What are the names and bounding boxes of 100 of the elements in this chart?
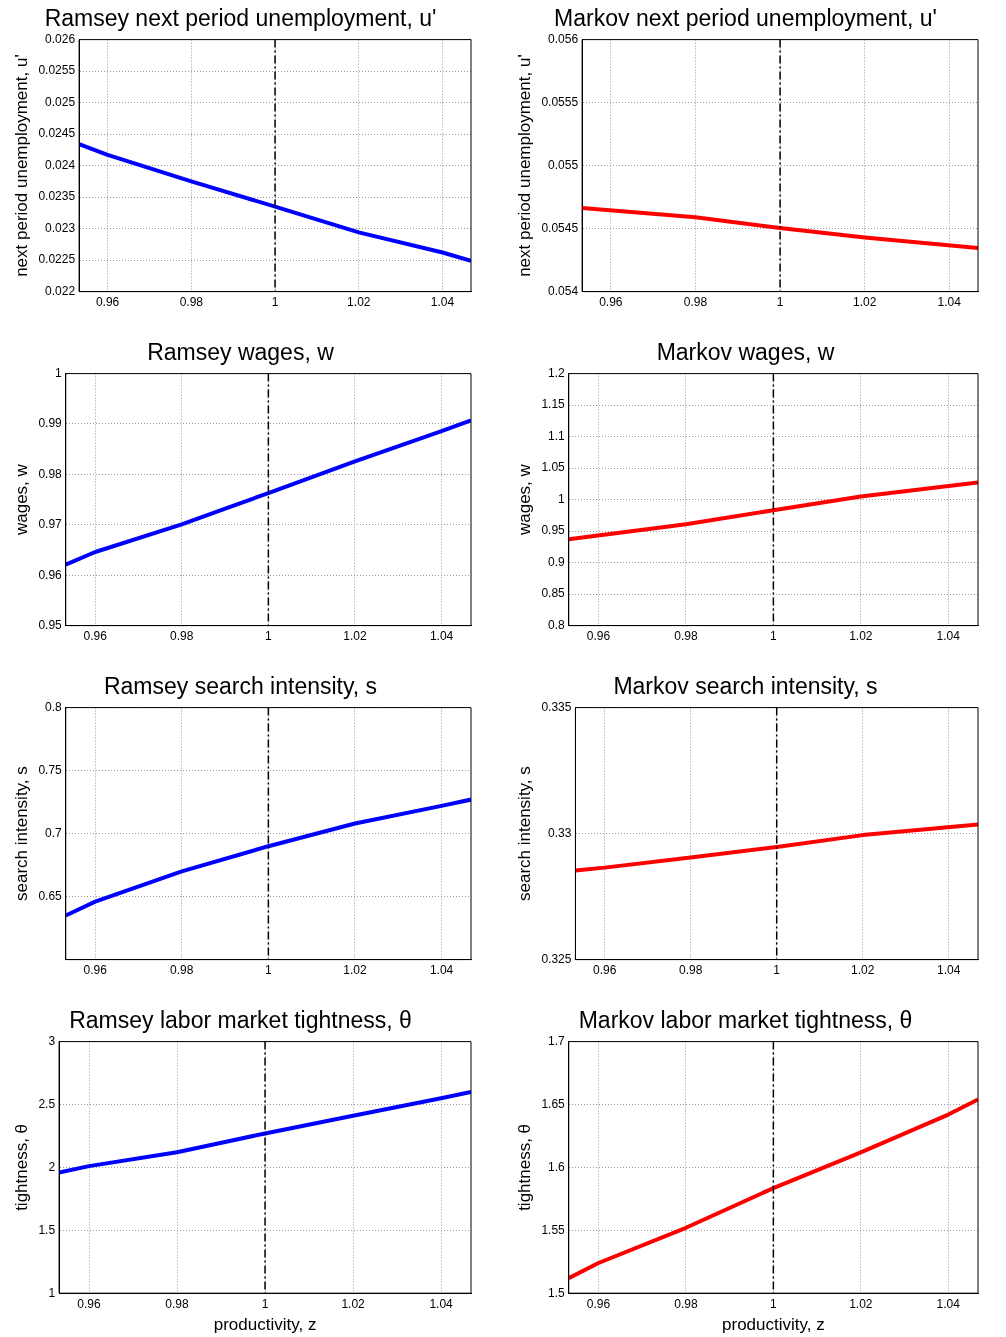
y-tick-label: 0.026	[45, 31, 76, 46]
y-tick-label: 0.325	[541, 951, 572, 966]
x-tick-label: 1	[271, 295, 279, 310]
y-tick-label: 0.7	[45, 825, 63, 840]
y-tick-label: 0.056	[548, 31, 579, 46]
x-tick-label: 0.96	[95, 295, 120, 310]
x-tick-label: 0.98	[170, 629, 194, 644]
x-tick-label: 0.98	[179, 295, 204, 310]
x-tick-label: 1.02	[849, 629, 873, 644]
chart-title: Ramsey wages, w	[147, 339, 335, 366]
y-tick-label: 1.1	[548, 428, 566, 443]
y-tick-label: 0.025	[45, 94, 76, 109]
y-tick-label: 0.33	[548, 825, 572, 840]
y-axis-title: wages, w	[11, 463, 31, 537]
chart-title: Ramsey search intensity, s	[103, 673, 378, 700]
y-tick-label: 0.98	[38, 466, 63, 481]
chart-title: Markov wages, w	[656, 339, 835, 366]
y-tick-label: 0.95	[38, 617, 63, 632]
y-tick-label: 1.5	[38, 1222, 56, 1237]
y-tick-label: 1	[55, 365, 63, 380]
y-tick-label: 1.05	[541, 460, 566, 475]
y-tick-label: 1.5	[548, 1285, 566, 1300]
y-tick-label: 1.6	[548, 1159, 566, 1174]
x-tick-label: 1	[265, 963, 273, 978]
x-tick-label: 0.98	[170, 963, 194, 978]
x-tick-label: 1	[265, 629, 273, 644]
x-tick-label: 0.96	[586, 1296, 611, 1311]
x-tick-label: 1.04	[429, 1296, 454, 1311]
chart-title: Ramsey next period unemployment, u'	[44, 5, 437, 32]
y-tick-label: 1.15	[541, 397, 566, 412]
x-tick-label: 1.02	[343, 629, 367, 644]
x-tick-label: 0.96	[77, 1296, 102, 1311]
y-tick-label: 1.55	[541, 1222, 566, 1237]
x-tick-label: 1.04	[430, 295, 455, 310]
x-tick-label: 1.04	[937, 295, 962, 310]
y-tick-label: 0.055	[548, 157, 579, 172]
y-tick-label: 0.335	[541, 699, 572, 714]
y-tick-label: 0.023	[45, 220, 76, 235]
chart-title: Markov search intensity, s	[613, 673, 878, 700]
y-tick-label: 0.95	[541, 523, 566, 538]
x-tick-label: 0.98	[674, 1296, 698, 1311]
y-tick-label: 0.99	[38, 416, 63, 431]
x-tick-label: 0.98	[165, 1296, 190, 1311]
x-axis-title: productivity, z	[722, 1315, 825, 1335]
x-tick-label: 0.96	[83, 629, 108, 644]
y-tick-label: 0.96	[38, 567, 63, 582]
y-tick-label: 0.0255	[38, 63, 76, 78]
chart-title: Ramsey labor market tightness, θ	[69, 1007, 412, 1034]
y-axis-title: next period unemployment, u'	[11, 54, 31, 277]
x-tick-label: 1.02	[341, 1296, 366, 1311]
chart-title: Markov next period unemployment, u'	[554, 5, 937, 32]
x-tick-label: 1	[773, 963, 781, 978]
y-axis-title: wages, w	[514, 463, 534, 537]
x-tick-label: 0.96	[599, 295, 623, 310]
y-tick-label: 1.2	[548, 365, 566, 380]
y-tick-label: 0.75	[38, 762, 63, 777]
x-axis-title: productivity, z	[213, 1315, 317, 1335]
x-tick-label: 0.98	[683, 295, 708, 310]
y-tick-label: 1.7	[548, 1033, 566, 1048]
x-tick-label: 0.98	[674, 629, 698, 644]
y-tick-label: 0.054	[548, 283, 579, 298]
y-tick-label: 0.0225	[38, 252, 76, 267]
y-tick-label: 0.9	[548, 554, 566, 569]
y-tick-label: 0.8	[45, 699, 63, 714]
y-tick-label: 0.65	[38, 888, 63, 903]
y-axis-title: next period unemployment, u'	[514, 54, 534, 277]
y-tick-label: 0.0245	[38, 126, 76, 141]
x-tick-label: 1	[770, 1296, 778, 1311]
y-tick-label: 1	[48, 1285, 56, 1300]
y-tick-label: 2.5	[38, 1096, 56, 1111]
x-tick-label: 0.96	[593, 963, 617, 978]
y-tick-label: 0.0545	[541, 220, 579, 235]
x-tick-label: 1	[770, 629, 778, 644]
y-axis-title: search intensity, s	[11, 766, 31, 901]
y-tick-label: 2	[48, 1159, 56, 1174]
x-tick-label: 0.96	[83, 963, 108, 978]
y-tick-label: 0.0235	[38, 189, 76, 204]
x-tick-label: 1	[776, 295, 784, 310]
x-tick-label: 0.98	[679, 963, 703, 978]
x-tick-label: 1	[261, 1296, 269, 1311]
chart-title: Markov labor market tightness, θ	[578, 1007, 913, 1034]
x-tick-label: 1.02	[849, 1296, 873, 1311]
y-tick-label: 0.024	[45, 157, 76, 172]
y-tick-label: 3	[48, 1033, 56, 1048]
x-tick-label: 1.04	[429, 629, 454, 644]
x-tick-label: 1.02	[851, 963, 875, 978]
y-tick-label: 0.022	[45, 283, 76, 298]
x-tick-label: 1.02	[852, 295, 877, 310]
y-tick-label: 0.0555	[541, 94, 579, 109]
x-tick-label: 1.04	[429, 963, 454, 978]
y-axis-title: tightness, θ	[514, 1123, 534, 1211]
x-tick-label: 1.04	[936, 629, 961, 644]
x-tick-label: 1.02	[347, 295, 371, 310]
y-tick-label: 1.65	[541, 1096, 566, 1111]
y-tick-label: 0.97	[38, 517, 63, 532]
x-tick-label: 0.96	[586, 629, 611, 644]
x-tick-label: 1.02	[343, 963, 367, 978]
y-tick-label: 0.85	[541, 586, 566, 601]
y-axis-title: search intensity, s	[514, 766, 534, 901]
y-tick-label: 1	[558, 491, 566, 506]
